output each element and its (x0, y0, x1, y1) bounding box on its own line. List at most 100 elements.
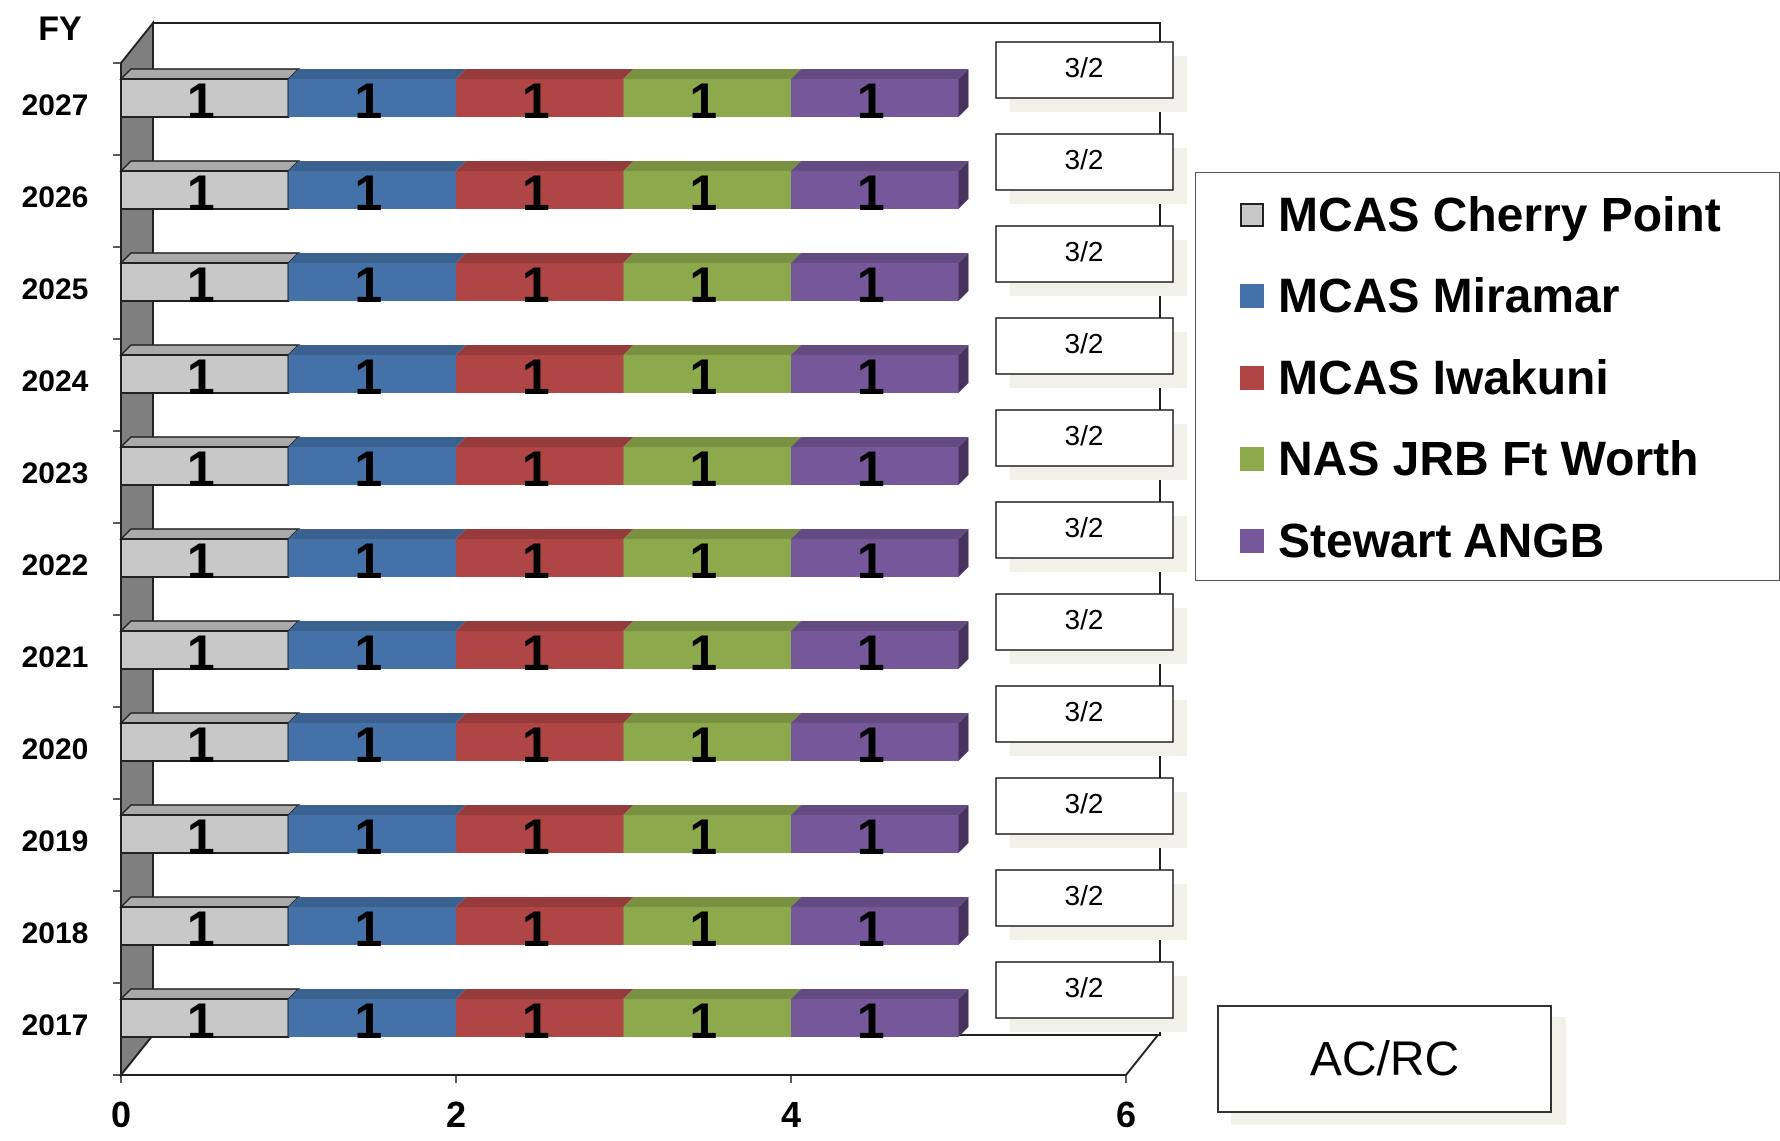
bar-side-face (958, 253, 969, 301)
bar-segment (623, 907, 791, 945)
bar-value-label: 1 (187, 901, 215, 957)
bar-top-face (456, 989, 634, 999)
y-axis-title: FY (38, 10, 82, 48)
bar-segment (288, 263, 456, 301)
legend-label: MCAS Cherry Point (1278, 188, 1721, 242)
bar-value-label: 1 (522, 165, 550, 221)
y-tick-label: 2022 (22, 549, 89, 582)
bar-value-label: 1 (522, 257, 550, 313)
annotation-box (995, 409, 1174, 467)
bar-top-face (791, 713, 969, 723)
bar-segment (791, 539, 959, 577)
bar-segment (120, 78, 290, 118)
bar-segment (288, 631, 456, 669)
bar-value-label: 1 (522, 349, 550, 405)
bar-top-face (456, 161, 634, 171)
y-tick-label: 2020 (22, 733, 89, 766)
bar-top-face (623, 713, 801, 723)
bar-segment (288, 907, 456, 945)
bar-value-label: 1 (857, 625, 885, 681)
bar-segment (288, 171, 456, 209)
bar-top-face (456, 437, 634, 447)
bar-value-label: 1 (187, 73, 215, 129)
bar-segment (288, 79, 456, 117)
bar-top-face (288, 989, 466, 999)
bar-top-face (288, 437, 466, 447)
bar-top-face (456, 897, 634, 907)
annotation-box (995, 225, 1174, 283)
bar-segment (456, 79, 624, 117)
bar-top-face (288, 253, 466, 263)
bar-value-label: 1 (689, 73, 717, 129)
bar-side-face (958, 161, 969, 209)
bars: 1 1 1 1 1 1 1 1 1 1 1 1 1 1 1 1 1 1 1 1 1 1 1 1 1 1 1 1 1 1 1 1 1 1 1 1 1 1 1 1… (119, 68, 969, 1049)
x-tick-label: 4 (781, 1094, 801, 1135)
bar-segment (288, 723, 456, 761)
bar-value-label: 1 (689, 625, 717, 681)
bar-segment (456, 355, 624, 393)
bar-value-label: 1 (187, 257, 215, 313)
bar-value-label: 1 (522, 441, 550, 497)
annotation-label: 3/2 (1065, 144, 1104, 175)
bar-top-face (623, 253, 801, 263)
bar-value-label: 1 (187, 625, 215, 681)
bar-segment (456, 263, 624, 301)
bar-segment (456, 723, 624, 761)
bar-segment (120, 446, 290, 486)
bar-value-label: 1 (857, 901, 885, 957)
bar-top-face (791, 805, 969, 815)
legend-item-iwakuni: MCAS Iwakuni (1240, 348, 1609, 408)
legend-label: MCAS Miramar (1278, 269, 1620, 323)
bar-top-face (288, 805, 466, 815)
y-tick-label: 2018 (22, 917, 89, 950)
bar-segment (456, 539, 624, 577)
bar-segment (623, 263, 791, 301)
bar-top-face (456, 253, 634, 263)
legend-swatch-ft-worth (1240, 447, 1264, 471)
bar-segment (120, 722, 290, 762)
bar-value-label: 1 (857, 809, 885, 865)
annotation-label: 3/2 (1065, 604, 1104, 635)
y-tick-label: 2019 (22, 825, 89, 858)
bar-value-label: 1 (857, 441, 885, 497)
bar-segment (456, 815, 624, 853)
bar-value-label: 1 (187, 717, 215, 773)
bar-top-face (288, 345, 466, 355)
bar-top-face (288, 713, 466, 723)
bar-segment (456, 171, 624, 209)
annotation-label: 3/2 (1065, 880, 1104, 911)
bar-value-label: 1 (187, 349, 215, 405)
annotation-label: 3/2 (1065, 328, 1104, 359)
bar-value-label: 1 (522, 625, 550, 681)
bar-top-face (791, 529, 969, 539)
annotation-box (995, 961, 1174, 1019)
bar-value-label: 1 (522, 901, 550, 957)
bar-segment (288, 447, 456, 485)
bar-top-face (456, 805, 634, 815)
bar-segment (120, 814, 290, 854)
legend-item-ft-worth: NAS JRB Ft Worth (1240, 429, 1698, 489)
bar-top-face (623, 69, 801, 79)
x-tick-label: 2 (446, 1094, 466, 1135)
bar-segment (120, 262, 290, 302)
annotation-label: 3/2 (1065, 972, 1104, 1003)
annotation-box (995, 777, 1174, 835)
bar-segment (120, 906, 290, 946)
bar-segment (623, 79, 791, 117)
bar-value-label: 1 (187, 993, 215, 1049)
bar-value-label: 1 (857, 717, 885, 773)
bar-value-label: 1 (354, 533, 382, 589)
bar-value-label: 1 (354, 901, 382, 957)
bar-side-face (958, 805, 969, 853)
bar-segment (623, 999, 791, 1037)
bar-segment (288, 999, 456, 1037)
bar-side-face (958, 713, 969, 761)
bar-top-face (288, 529, 466, 539)
bar-top-face (623, 897, 801, 907)
bar-top-face (791, 621, 969, 631)
bar-segment (120, 630, 290, 670)
legend-swatch-miramar (1240, 284, 1264, 308)
bar-segment (623, 355, 791, 393)
bar-segment (120, 538, 290, 578)
